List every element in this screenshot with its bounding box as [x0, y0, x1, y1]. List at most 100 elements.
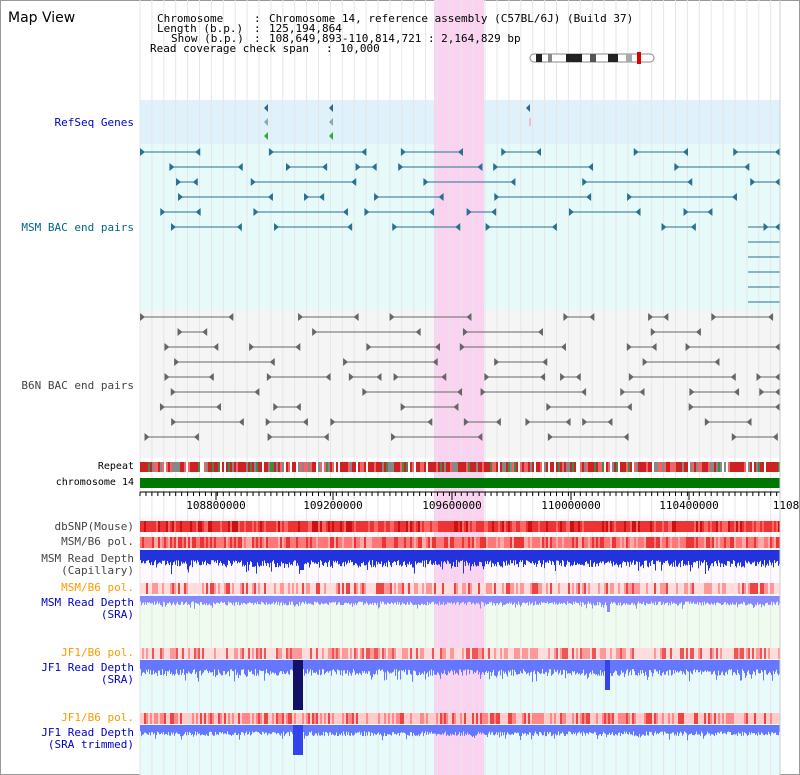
msm-capillary-depth: [447, 550, 448, 561]
msm-sra-depth: [407, 596, 408, 603]
jf1-sra-trimmed-depth: [759, 725, 760, 735]
track-label-dbsnp[interactable]: dbSNP(Mouse): [54, 520, 134, 533]
jf1-pol-strip: [342, 648, 344, 659]
msm-b6-pol-sra-strip: [508, 583, 510, 594]
msm-bac-pair-end: [731, 193, 737, 201]
track-label-b6n-bac[interactable]: B6N BAC end pairs: [21, 379, 134, 392]
repeat-segment: [308, 462, 310, 472]
dbsnp-strip: [542, 521, 544, 532]
jf1-sra-trimmed-depth: [582, 725, 583, 737]
b6n-bac-pair-end: [393, 373, 399, 381]
jf1-pol-trim-strip: [774, 713, 776, 724]
msm-capillary-depth: [509, 550, 510, 566]
msm-capillary-depth: [421, 550, 422, 563]
msm-capillary-depth: [226, 550, 227, 568]
jf1-pol-trim-strip: [224, 713, 226, 724]
jf1-sra-depth: [705, 660, 706, 671]
msm-b6-pol-strip: [586, 537, 588, 548]
track-label-msm-b6-pol-sra[interactable]: MSM/B6 pol.: [61, 581, 134, 594]
jf1-pol-strip: [740, 648, 742, 659]
msm-capillary-depth: [599, 550, 600, 563]
track-label-jf1-depth-trimmed[interactable]: JF1 Read Depth: [41, 726, 134, 739]
jf1-pol-strip: [548, 648, 550, 659]
msm-capillary-depth: [386, 550, 387, 563]
jf1-sra-trimmed-depth: [149, 725, 150, 733]
msm-b6-pol-sra-strip: [766, 583, 768, 594]
dbsnp-strip: [490, 521, 492, 532]
msm-b6-pol-strip: [240, 537, 242, 548]
msm-capillary-depth: [524, 550, 525, 565]
msm-b6-pol-strip: [468, 537, 470, 548]
jf1-pol-strip: [336, 648, 338, 659]
msm-sra-depth: [514, 596, 515, 603]
msm-bac-pair-end: [491, 208, 497, 216]
track-label-msm-bac[interactable]: MSM BAC end pairs: [21, 221, 134, 234]
msm-capillary-depth: [361, 550, 362, 564]
jf1-pol-trim-strip: [170, 713, 172, 724]
jf1-sra-depth: [317, 660, 318, 675]
msm-capillary-depth: [295, 550, 296, 561]
jf1-sra-depth: [428, 660, 429, 677]
jf1-sra-trimmed-depth: [589, 725, 590, 733]
repeat-segment: [586, 462, 588, 472]
msm-capillary-depth: [675, 550, 676, 561]
dbsnp-strip: [766, 521, 768, 532]
b6n-bac-pair-end: [353, 313, 359, 321]
dbsnp-strip: [564, 521, 566, 532]
dbsnp-strip: [582, 521, 584, 532]
msm-bac-pair-end: [733, 148, 739, 156]
msm-sra-depth: [480, 596, 481, 609]
msm-capillary-depth: [481, 550, 482, 563]
dbsnp-strip: [268, 521, 270, 532]
track-label-jf1-pol-trim[interactable]: JF1/B6 pol.: [61, 711, 134, 724]
jf1-pol-strip: [400, 648, 402, 659]
jf1-pol-trim-strip: [478, 713, 480, 724]
msm-b6-pol-strip: [696, 537, 698, 548]
jf1-pol-strip: [446, 648, 448, 659]
jf1-sra-depth: [187, 660, 188, 675]
dbsnp-strip: [246, 521, 248, 532]
track-label-msm-depth-capillary[interactable]: MSM Read Depth: [41, 552, 134, 565]
msm-b6-pol-strip: [552, 537, 554, 548]
b6n-bac-pair-end: [389, 313, 395, 321]
repeat-segment: [310, 462, 312, 472]
jf1-pol-trim-strip: [622, 713, 624, 724]
track-label-jf1-depth[interactable]: JF1 Read Depth: [41, 661, 134, 674]
msm-capillary-depth: [456, 550, 457, 560]
msm-sra-depth: [578, 596, 579, 603]
dbsnp-strip: [502, 521, 504, 532]
msm-b6-pol-sra-strip: [172, 583, 174, 594]
track-label-msm-b6-pol[interactable]: MSM/B6 pol.: [61, 535, 134, 548]
msm-sra-depth: [714, 596, 715, 603]
jf1-sra-trimmed-depth: [217, 725, 218, 734]
jf1-sra-depth: [644, 660, 645, 676]
msm-capillary-depth: [638, 550, 639, 571]
jf1-sra-depth: [401, 660, 402, 671]
msm-sra-depth: [433, 596, 434, 602]
jf1-sra-trimmed-depth: [354, 725, 355, 735]
msm-b6-pol-strip: [314, 537, 316, 548]
jf1-sra-trimmed-depth: [567, 725, 568, 735]
jf1-sra-depth: [641, 660, 642, 674]
track-label-msm-depth-sra[interactable]: MSM Read Depth: [41, 596, 134, 609]
msm-sra-depth: [570, 596, 571, 604]
jf1-pol-trim-strip: [236, 713, 238, 724]
msm-b6-pol-strip: [450, 537, 452, 548]
track-label-jf1-pol[interactable]: JF1/B6 pol.: [61, 646, 134, 659]
jf1-pol-trim-strip: [308, 713, 310, 724]
msm-capillary-depth: [553, 550, 554, 563]
msm-capillary-depth: [323, 550, 324, 566]
msm-capillary-depth: [592, 550, 593, 567]
jf1-sra-trimmed-depth: [734, 725, 735, 735]
jf1-sra-depth: [580, 660, 581, 676]
ideogram-band: [536, 54, 542, 62]
jf1-sra-depth: [681, 660, 682, 672]
jf1-sra-depth: [329, 660, 330, 672]
jf1-pol-strip: [166, 648, 168, 659]
msm-capillary-depth: [178, 550, 179, 561]
jf1-sra-depth: [239, 660, 240, 675]
track-label-refseq-genes[interactable]: RefSeq Genes: [54, 116, 134, 129]
jf1-sra-depth: [330, 660, 331, 671]
msm-b6-pol-strip: [202, 537, 204, 548]
msm-sra-depth: [168, 596, 169, 604]
